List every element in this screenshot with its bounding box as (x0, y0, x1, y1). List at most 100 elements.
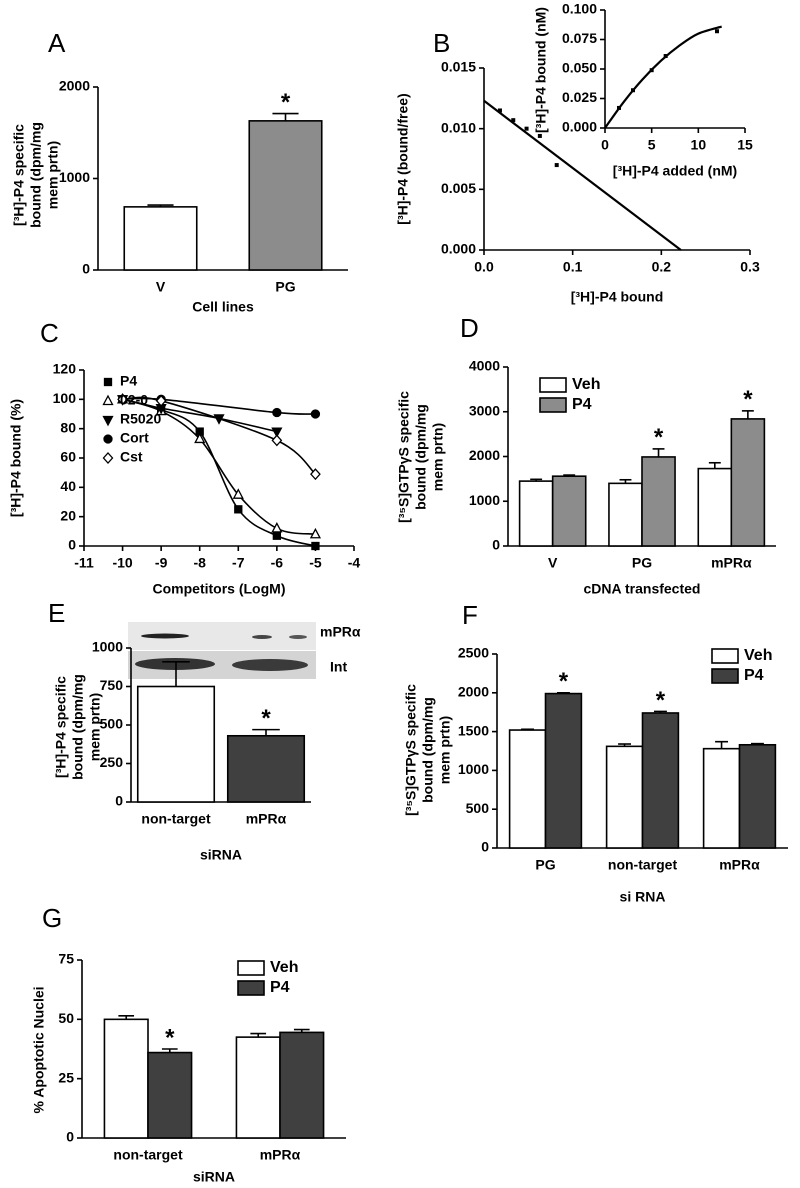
marker (311, 541, 320, 551)
y-tick-label: 0 (481, 839, 489, 855)
y-axis-label: mem prtn) (430, 423, 446, 491)
legend-label: Cst (120, 449, 143, 465)
x-tick-label: non-target (608, 857, 678, 873)
panel-label: E (48, 598, 65, 628)
x-tick-label: mPRα (711, 555, 752, 571)
x-tick-label: mPRα (246, 811, 287, 827)
y-tick-label: 2000 (458, 684, 489, 700)
significance-mark: * (165, 1024, 175, 1051)
y-tick-label: 25 (58, 1069, 74, 1085)
point (524, 126, 529, 131)
legend-label: 02-0 (120, 392, 148, 408)
x-tick-label: 10 (691, 137, 707, 153)
y-axis-label: [³H]-P4 specific (11, 124, 27, 226)
marker (232, 488, 244, 499)
x-tick-label: 0.0 (474, 259, 494, 275)
bar (518, 480, 554, 547)
error-bar (530, 478, 543, 482)
x-tick-label: 0.2 (652, 259, 672, 275)
y-axis-label: mem prtn) (87, 693, 103, 761)
error-bar (161, 1048, 178, 1053)
legend-label: R5020 (120, 411, 161, 427)
y-tick-label: 1500 (458, 722, 489, 738)
western-blot (128, 622, 316, 679)
y-axis-label: mem prtn) (45, 141, 61, 209)
bar (136, 685, 216, 803)
error-bar (652, 448, 665, 457)
bar (641, 712, 680, 849)
y-tick-label: 0.005 (441, 180, 476, 196)
y-tick-label: 0.000 (562, 119, 597, 135)
y-tick-label: 2500 (458, 645, 489, 661)
y-tick-label: 250 (100, 754, 124, 770)
error-bar (619, 478, 632, 484)
x-axis-label: siRNA (193, 1169, 235, 1185)
marker (272, 407, 282, 418)
legend-marker (102, 452, 114, 464)
y-axis-label: [³H]-P4 bound (%) (8, 399, 24, 517)
x-tick-label: -5 (309, 555, 322, 571)
y-axis-label: bound (dpm/mg (420, 697, 436, 803)
y-tick-label: 500 (100, 716, 124, 732)
legend-swatch (711, 668, 739, 684)
x-axis-label: Cell lines (192, 299, 254, 315)
significance-mark: * (559, 668, 569, 695)
error-bar (147, 204, 174, 207)
error-bar (162, 661, 190, 687)
panel-label: A (48, 28, 66, 58)
point (497, 108, 502, 113)
marker (310, 409, 321, 419)
y-tick-label: 0.050 (562, 60, 597, 76)
legend-marker (103, 434, 113, 444)
bar (605, 745, 644, 849)
legend-label: P4 (744, 667, 764, 684)
x-tick-label: 0 (601, 137, 609, 153)
error-bar (272, 112, 299, 121)
bar (730, 418, 766, 547)
x-tick-label: -8 (193, 555, 206, 571)
legend-swatch (539, 397, 567, 413)
marker (310, 468, 321, 481)
x-tick-label: mPRα (260, 1147, 301, 1163)
x-tick-label: V (156, 279, 166, 295)
legend-label: P4 (120, 373, 137, 389)
x-tick-label: mPRα (719, 857, 760, 873)
bar (544, 692, 583, 849)
bar (641, 456, 676, 547)
marker (271, 427, 283, 438)
y-tick-label: 1000 (92, 639, 123, 655)
x-tick-label: PG (535, 857, 555, 873)
marker (194, 432, 206, 444)
legend-marker (102, 394, 114, 406)
y-tick-label: 2000 (469, 447, 500, 463)
y-tick-label: 0.010 (441, 119, 476, 135)
marker (117, 393, 128, 406)
bar (226, 734, 306, 803)
error-bar (563, 474, 576, 477)
legend-label: P4 (270, 979, 290, 996)
bar (147, 1051, 193, 1139)
y-tick-label: 0 (115, 793, 123, 809)
bar (103, 1018, 149, 1139)
error-bar (708, 461, 721, 469)
error-bar (250, 1032, 267, 1038)
x-axis-label: siRNA (200, 847, 242, 863)
y-axis-label: [³H]-P4 specific (53, 676, 69, 778)
marker (272, 531, 282, 540)
x-tick-label: non-target (141, 811, 211, 827)
panel-label: D (460, 313, 479, 343)
bar (697, 467, 733, 547)
y-axis-label: % Apoptotic Nuclei (31, 986, 47, 1113)
x-tick-label: PG (275, 279, 295, 295)
legend-label: Veh (572, 376, 600, 393)
significance-mark: * (281, 89, 291, 116)
legend-marker (102, 415, 114, 427)
x-axis-label: cDNA transfected (584, 581, 701, 597)
y-tick-label: 0 (492, 537, 500, 553)
fit-line (483, 99, 682, 251)
y-tick-label: 50 (58, 1010, 74, 1026)
point (715, 29, 719, 34)
x-axis-label: [³H]-P4 bound (571, 289, 664, 305)
legend-swatch (539, 377, 567, 393)
y-tick-label: 0.075 (562, 30, 597, 46)
